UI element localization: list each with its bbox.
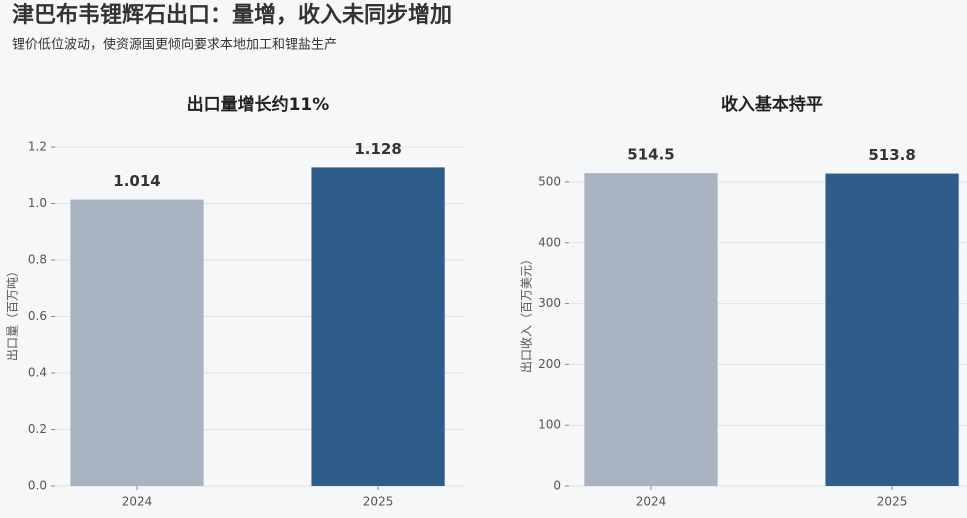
y-tick-label: 0.6 bbox=[28, 309, 47, 323]
value-label: 513.8 bbox=[868, 146, 915, 164]
bar bbox=[311, 167, 445, 486]
y-tick-label: 500 bbox=[538, 174, 561, 188]
x-tick-label: 2024 bbox=[122, 495, 153, 509]
y-tick-label: 400 bbox=[538, 235, 561, 249]
x-tick-label: 2024 bbox=[636, 495, 667, 509]
y-tick-label: 1.2 bbox=[28, 140, 47, 154]
y-tick-label: 300 bbox=[538, 296, 561, 310]
bar bbox=[70, 199, 204, 486]
value-label: 1.014 bbox=[113, 172, 160, 190]
y-tick-label: 1.0 bbox=[28, 196, 47, 210]
chart-title: 收入基本持平 bbox=[721, 94, 823, 115]
page-subtitle: 锂价低位波动，使资源国更倾向要求本地加工和锂盐生产 bbox=[12, 37, 337, 53]
y-tick-label: 0.8 bbox=[28, 253, 47, 267]
value-label: 514.5 bbox=[627, 146, 674, 164]
y-tick-label: 0 bbox=[553, 479, 561, 493]
y-tick-label: 0.4 bbox=[28, 366, 47, 380]
y-tick-label: 0.0 bbox=[28, 479, 47, 493]
chart-title: 出口量增长约11% bbox=[187, 94, 330, 115]
y-axis-label: 出口量（百万吨） bbox=[6, 265, 20, 361]
y-tick-label: 0.2 bbox=[28, 422, 47, 436]
y-tick-label: 200 bbox=[538, 357, 561, 371]
value-label: 1.128 bbox=[354, 140, 401, 158]
page-title: 津巴布韦锂辉石出口：量增，收入未同步增加 bbox=[12, 2, 452, 28]
x-tick-label: 2025 bbox=[877, 495, 908, 509]
y-axis-label: 出口收入（百万美元） bbox=[520, 253, 534, 373]
y-tick-label: 100 bbox=[538, 418, 561, 432]
x-tick-label: 2025 bbox=[363, 495, 394, 509]
bar bbox=[825, 173, 959, 486]
bar bbox=[584, 173, 718, 486]
